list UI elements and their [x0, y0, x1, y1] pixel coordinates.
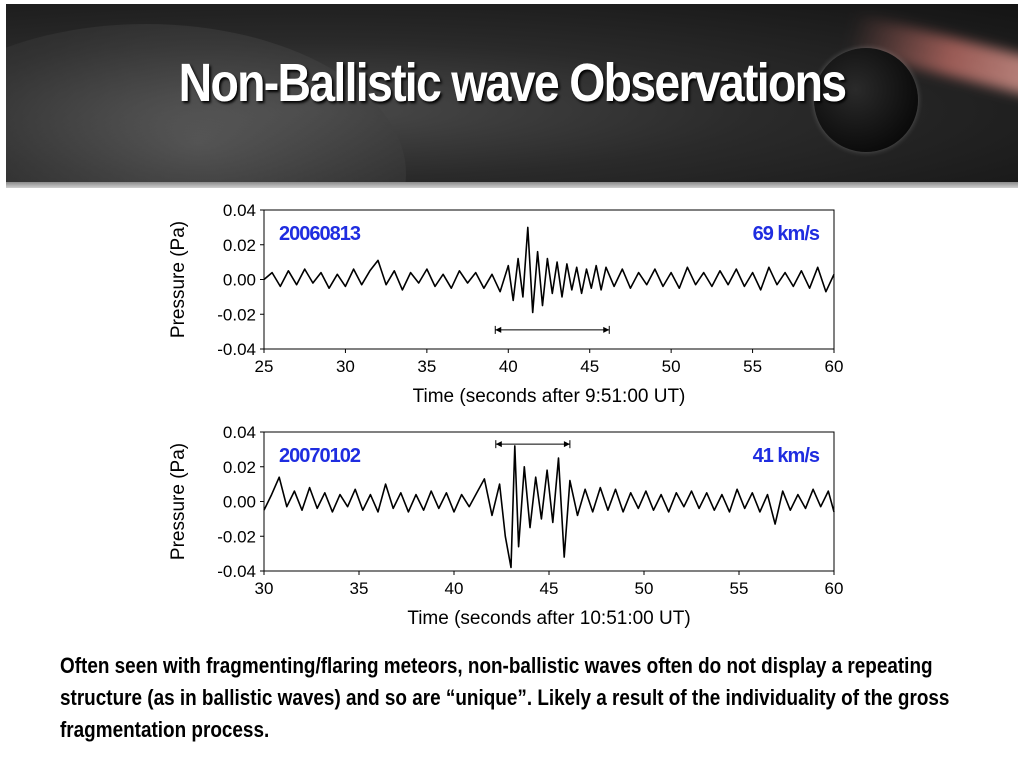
chart1-xtick-label: 30: [336, 357, 355, 376]
slide-title: Non-Ballistic wave Observations: [178, 53, 847, 113]
chart1-xtick-label: 55: [743, 357, 762, 376]
chart2-ytick-label: 0.02: [223, 458, 256, 477]
chart1-ytick-label: -0.04: [217, 340, 256, 359]
chart2-ytick-label: 0.04: [223, 423, 256, 442]
chart2-xtick-label: 45: [540, 579, 559, 598]
chart1-pressure-trace: [263, 226, 835, 314]
chart1-event-label: 20060813: [279, 223, 361, 245]
chart1-ytick-label: 0.04: [223, 201, 256, 220]
pressure-chart-1: 0.04 0.02 0.00 -0.02 -0.04 25 30 35 40 45 50 55 60 Ti…: [150, 200, 870, 415]
chart2-event-label: 20070102: [279, 445, 361, 467]
chart1-ytick-label: 0.00: [223, 271, 256, 290]
chart1-interval-arrow-right: [603, 326, 610, 333]
chart2-xtick-label: 30: [255, 579, 274, 598]
chart1-ytick-label: -0.02: [217, 305, 256, 324]
chart2-interval-arrow-right: [563, 441, 570, 448]
chart2-xtick-label: 55: [730, 579, 749, 598]
chart1-xtick-label: 35: [417, 357, 436, 376]
chart2-x-axis-label: Time (seconds after 10:51:00 UT): [407, 608, 690, 629]
chart1-xtick-label: 40: [499, 357, 518, 376]
chart1-xtick-label: 25: [255, 357, 274, 376]
pressure-chart-2: 0.04 0.02 0.00 -0.02 -0.04 30 35 40 45 50 55 60 Time…: [150, 421, 870, 636]
planet-graphic: [814, 48, 918, 152]
chart1-xtick-label: 45: [580, 357, 599, 376]
chart1-xtick-label: 50: [662, 357, 681, 376]
chart1-y-axis-label: Pressure (Pa): [168, 221, 189, 338]
banner-divider: [6, 182, 1018, 188]
chart1-x-axis-label: Time (seconds after 9:51:00 UT): [413, 386, 686, 407]
chart2-ytick-label: 0.00: [223, 493, 256, 512]
chart1-ytick-label: 0.02: [223, 236, 256, 255]
chart2-xtick-label: 40: [445, 579, 464, 598]
chart2-ytick-label: -0.04: [217, 562, 256, 581]
chart2-pressure-trace: [263, 445, 835, 569]
chart2-interval-arrow-left: [495, 441, 502, 448]
chart2-xtick-label: 35: [350, 579, 369, 598]
chart1-speed-label: 69 km/s: [753, 223, 820, 245]
chart2-ytick-label: -0.02: [217, 527, 256, 546]
chart1-interval-arrow-left: [495, 326, 502, 333]
chart1-xtick-label: 60: [825, 357, 844, 376]
chart2-y-axis-label: Pressure (Pa): [168, 443, 189, 560]
title-banner: [6, 4, 1018, 182]
chart2-xtick-label: 50: [635, 579, 654, 598]
chart2-speed-label: 41 km/s: [753, 445, 820, 467]
slide-caption: Often seen with fragmenting/flaring mete…: [60, 653, 950, 742]
chart2-xtick-label: 60: [825, 579, 844, 598]
